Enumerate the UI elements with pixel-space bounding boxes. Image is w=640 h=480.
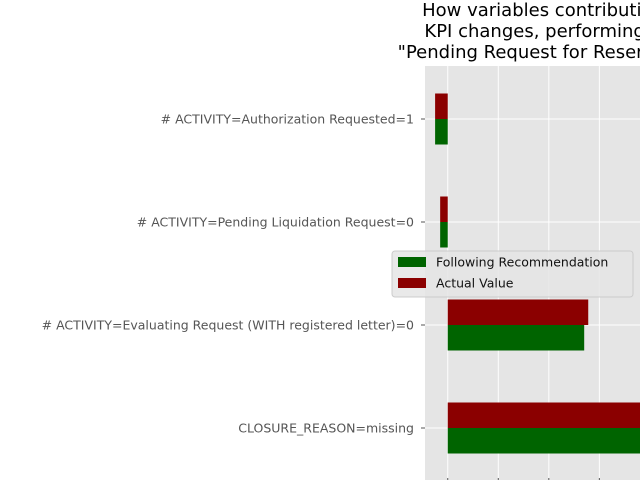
bar-following-2 bbox=[447, 325, 585, 351]
y-axis-ticks: # ACTIVITY=Authorization Requested=1 # AC… bbox=[42, 112, 600, 480]
legend-label-0: Following Recommendation bbox=[436, 255, 608, 270]
title-line-2: "Pending Request for Reservatio bbox=[398, 42, 640, 63]
bar-following-1 bbox=[440, 222, 448, 248]
legend-box bbox=[391, 250, 634, 298]
bar-following-0 bbox=[435, 119, 448, 145]
legend-label-1: Actual Value bbox=[436, 276, 514, 291]
title-line-0: How variables contribution bbox=[422, 0, 640, 21]
title-line-1: KPI changes, performing o bbox=[424, 21, 640, 42]
y-tick-label-1: # ACTIVITY=Pending Liquidation Request=0 bbox=[137, 215, 414, 230]
bar-actual-3 bbox=[447, 402, 640, 428]
legend: Following Recommendation Actual Value bbox=[391, 250, 634, 298]
bar-following-3 bbox=[447, 428, 640, 454]
legend-swatch-1 bbox=[398, 278, 426, 288]
bar-actual-1 bbox=[440, 196, 448, 222]
bar-actual-2 bbox=[447, 299, 589, 325]
legend-swatch-0 bbox=[398, 257, 426, 267]
y-tick-label-3: CLOSURE_REASON=missing bbox=[238, 421, 414, 436]
bar-actual-0 bbox=[435, 93, 448, 119]
bars bbox=[435, 93, 640, 454]
y-tick-label-2: # ACTIVITY=Evaluating Request (WITH regi… bbox=[42, 318, 414, 333]
y-tick-label-0: # ACTIVITY=Authorization Requested=1 bbox=[161, 112, 414, 127]
